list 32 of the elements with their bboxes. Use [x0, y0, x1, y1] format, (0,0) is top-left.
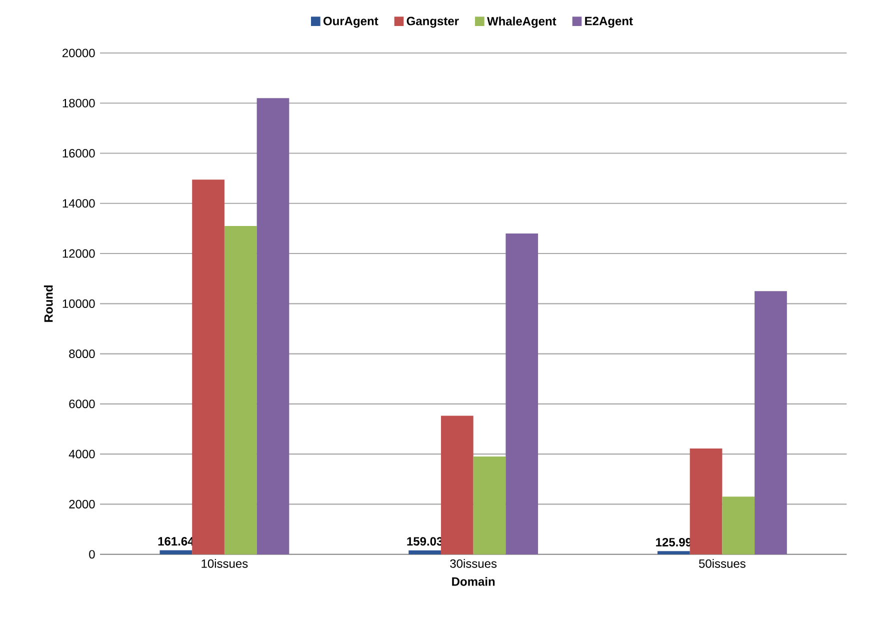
- legend-label: Gangster: [406, 16, 459, 28]
- y-tick-label: 8000: [69, 350, 95, 358]
- legend-label: E2Agent: [585, 16, 633, 28]
- x-tick-label: 30issues: [450, 559, 497, 568]
- y-tick-label: 12000: [62, 249, 95, 258]
- x-axis-title: Domain: [452, 576, 495, 586]
- bar: [506, 233, 538, 554]
- y-tick-label: 6000: [69, 400, 95, 408]
- bar: [408, 550, 441, 554]
- legend-label: OurAgent: [323, 16, 378, 28]
- bar: [722, 496, 755, 554]
- legend-label: WhaleAgent: [487, 16, 556, 28]
- x-tick-label: 10issues: [202, 559, 248, 568]
- bar: [256, 98, 290, 554]
- bar: [192, 180, 224, 554]
- y-tick-label: 0: [89, 550, 95, 559]
- bar: [440, 416, 474, 554]
- y-tick-label: 20000: [62, 48, 95, 58]
- y-tick-label: 14000: [62, 199, 95, 208]
- bar: [754, 291, 787, 554]
- y-tick-label: 10000: [62, 299, 95, 308]
- y-axis-title: Round: [44, 285, 53, 322]
- y-tick-label: 4000: [68, 450, 95, 458]
- x-tick-label: 50issues: [699, 559, 746, 568]
- bar: [473, 456, 506, 554]
- bar: [160, 550, 192, 554]
- y-tick-label: 16000: [62, 149, 95, 158]
- y-tick-label: 2000: [69, 500, 95, 508]
- bar: [658, 551, 690, 554]
- bar: [224, 226, 257, 554]
- bar: [690, 448, 722, 554]
- y-tick-label: 18000: [62, 98, 95, 108]
